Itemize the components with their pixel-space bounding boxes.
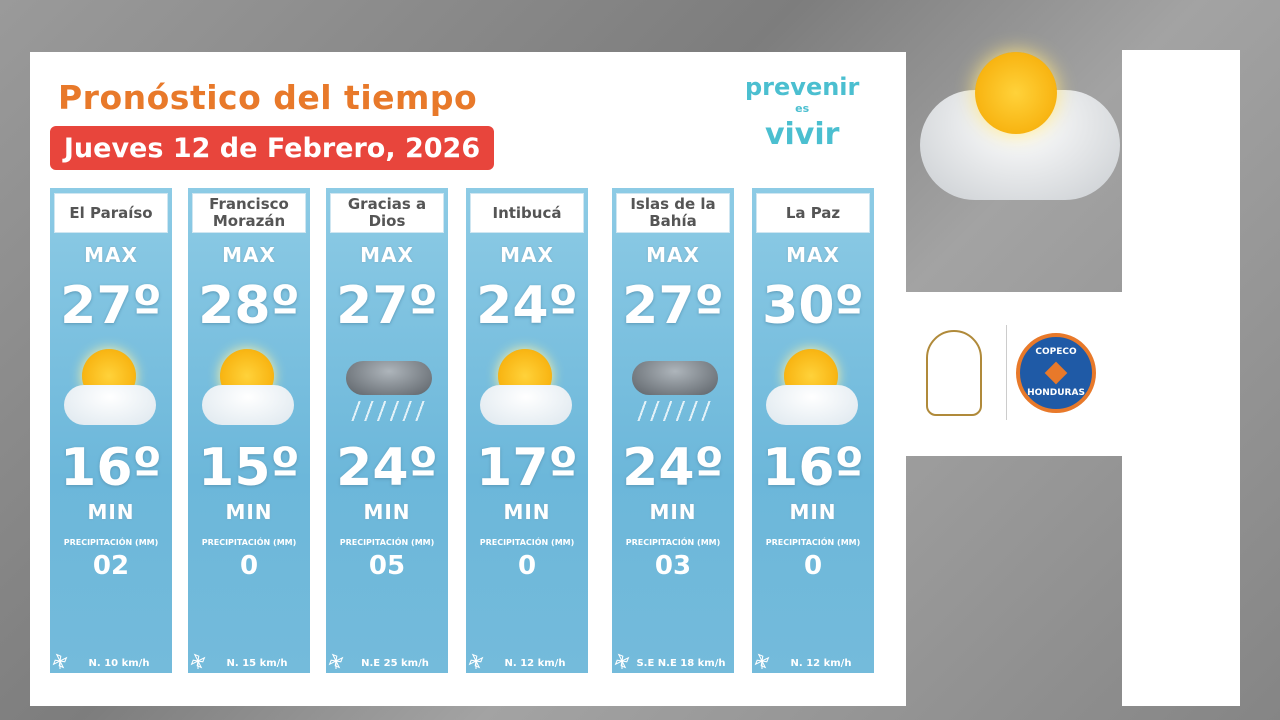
department-name: Intibucá [470,193,584,233]
pinwheel-icon [190,653,206,669]
forecast-card: Intibucá MAX 24º 17º MIN PRECIPITACIÓN (… [466,188,588,673]
max-label: MAX [84,243,138,267]
precip-label: PRECIPITACIÓN (MM) [339,537,435,547]
max-label: MAX [786,243,840,267]
precip-value: 0 [239,551,259,582]
copeco-logo: COPECO HONDURAS [1016,333,1096,413]
precip-value: 0 [517,551,537,582]
wind-info: N.E 25 km/h [361,658,429,669]
min-temp: 24º [622,438,724,499]
wind-info: N. 12 km/h [790,658,852,669]
max-label: MAX [500,243,554,267]
min-temp: 16º [762,438,864,499]
department-name: Islas de la Bahía [616,193,730,233]
page-title: Pronóstico del tiempo [58,78,478,117]
department-name: Francisco Morazán [192,193,306,233]
pinwheel-icon [328,653,344,669]
precip-label: PRECIPITACIÓN (MM) [765,537,861,547]
min-temp: 24º [336,438,438,499]
date-banner: Jueves 12 de Febrero, 2026 [50,126,494,170]
pinwheel-icon [468,653,484,669]
sun-icon [975,52,1057,134]
max-temp: 27º [336,276,438,336]
wind-info: S.E N.E 18 km/h [636,658,726,669]
pinwheel-icon [614,653,630,669]
min-label: MIN [789,499,837,524]
honduras-coat-of-arms-logo [926,330,982,416]
department-name: El Paraíso [54,193,168,233]
min-label: MIN [87,499,135,524]
max-label: MAX [360,243,414,267]
brand-line: vivir [764,117,840,153]
right-strip [1122,50,1240,706]
department-name: La Paz [756,193,870,233]
forecast-card: El Paraíso MAX 27º 16º MIN PRECIPITACIÓN… [50,188,172,673]
max-label: MAX [646,243,700,267]
precip-label: PRECIPITACIÓN (MM) [479,537,575,547]
precip-label: PRECIPITACIÓN (MM) [625,537,721,547]
max-temp: 27º [622,276,724,336]
min-temp: 17º [476,438,578,499]
precip-value: 03 [654,551,692,582]
forecast-card: Islas de la Bahía MAX 27º 24º MIN PRECIP… [612,188,734,673]
brand-line: es [795,102,810,115]
forecast-card: Gracias a Dios MAX 27º 24º MIN PRECIPITA… [326,188,448,673]
divider [1006,325,1007,420]
sun-cloud-icon [50,341,172,437]
min-temp: 16º [60,438,162,499]
brand-line: prevenir [745,73,860,101]
min-label: MIN [503,499,551,524]
precip-label: PRECIPITACIÓN (MM) [63,537,159,547]
rain-cloud-icon [326,341,448,437]
wind-info: N. 15 km/h [226,658,288,669]
precip-value: 05 [368,551,406,582]
wind-info: N. 10 km/h [88,658,150,669]
max-label: MAX [222,243,276,267]
wind-info: N. 12 km/h [504,658,566,669]
precip-value: 0 [803,551,823,582]
sun-cloud-icon [752,341,874,437]
forecast-card: Francisco Morazán MAX 28º 15º MIN PRECIP… [188,188,310,673]
rain-cloud-icon [612,341,734,437]
max-temp: 27º [60,276,162,336]
min-label: MIN [649,499,697,524]
max-temp: 24º [476,276,578,336]
sun-cloud-icon [188,341,310,437]
honduras-text: HONDURAS [1027,388,1085,398]
precip-label: PRECIPITACIÓN (MM) [201,537,297,547]
copeco-text: COPECO [1035,347,1077,358]
max-temp: 30º [762,276,864,336]
min-temp: 15º [198,438,300,499]
precip-value: 02 [92,551,130,582]
prevenir-es-vivir-logo: prevenir es vivir [745,72,859,154]
diamond-icon [1044,361,1068,385]
min-label: MIN [225,499,273,524]
pinwheel-icon [52,653,68,669]
pinwheel-icon [754,653,770,669]
max-temp: 28º [198,276,300,336]
forecast-card: La Paz MAX 30º 16º MIN PRECIPITACIÓN (MM… [752,188,874,673]
department-name: Gracias a Dios [330,193,444,233]
min-label: MIN [363,499,411,524]
sun-cloud-icon [466,341,588,437]
